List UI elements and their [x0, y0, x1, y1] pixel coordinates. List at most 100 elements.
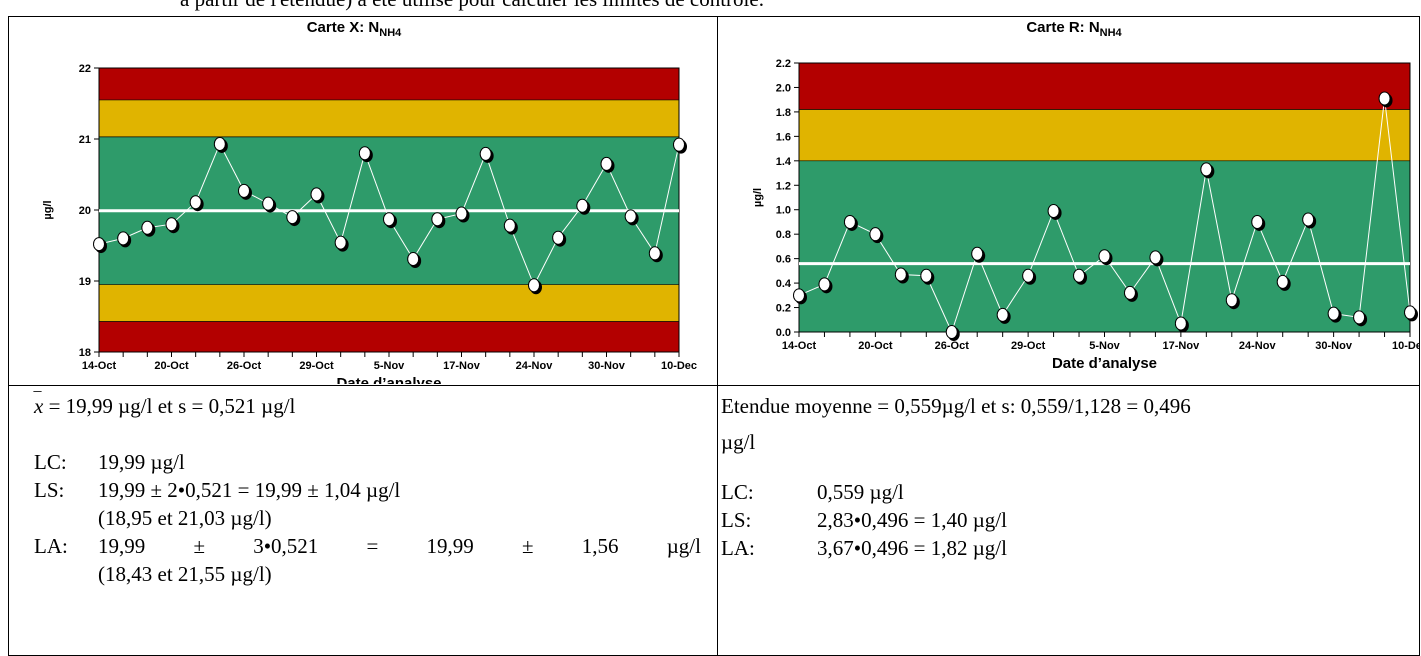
la-value: 19,99 ± 3•0,521 = 19,99 ± 1,56 µg/l — [98, 534, 701, 558]
data-point-marker — [843, 214, 856, 229]
data-point-marker — [1098, 249, 1111, 264]
data-point-marker — [1276, 274, 1289, 289]
data-point-marker — [576, 198, 589, 213]
data-point — [793, 288, 807, 305]
y-tick-label: 1.0 — [776, 205, 791, 217]
data-point — [552, 230, 567, 247]
data-point — [869, 227, 884, 244]
y-tick-label: 0.4 — [776, 278, 792, 290]
data-point-marker — [1022, 268, 1035, 283]
data-point — [455, 206, 470, 223]
data-point-marker — [971, 246, 984, 261]
y-tick-label: 0.0 — [776, 327, 791, 339]
data-point-marker — [286, 210, 299, 225]
x-tick-label: 30-Nov — [588, 360, 626, 372]
data-point-marker — [1047, 203, 1060, 218]
data-point — [843, 214, 858, 231]
results-table: Carte X: NNH4 18 19 20 21 22 14-Oct 20-Oct 26-Oc… — [8, 16, 1420, 656]
mean-symbol: ‾ x — [34, 389, 44, 418]
data-point-marker — [1225, 293, 1238, 308]
data-point-marker — [996, 307, 1009, 322]
data-point-marker — [189, 195, 202, 210]
table-divider-vertical — [717, 17, 718, 655]
data-point — [213, 136, 228, 153]
data-point — [117, 231, 132, 248]
data-point — [165, 217, 180, 234]
la-label: LA: — [34, 534, 68, 558]
data-point — [1327, 306, 1342, 323]
data-point — [1022, 268, 1037, 285]
y-tick-label: 21 — [79, 134, 91, 146]
y-tick-label: 18 — [79, 347, 91, 359]
data-point-marker — [431, 212, 444, 227]
data-point — [920, 268, 935, 285]
data-point-marker — [1200, 162, 1213, 177]
r-la-value: 3,67•0,496 = 1,82 µg/l — [817, 536, 1007, 560]
chart-title-main: Carte X: N — [307, 19, 380, 36]
data-point — [894, 267, 909, 284]
data-point — [334, 235, 349, 252]
data-point-marker — [503, 218, 516, 233]
x-tick-label: 5-Nov — [374, 360, 405, 372]
y-tick-label: 0.6 — [776, 254, 791, 266]
data-point — [1123, 285, 1138, 302]
r-chart-notes: Etendue moyenne = 0,559µg/l et s: 0,559/… — [721, 392, 1191, 562]
mean-statement-text: = 19,99 µg/l et s = 0,521 µg/l — [48, 394, 296, 418]
data-point — [310, 187, 325, 204]
table-divider-horizontal — [9, 385, 1419, 386]
data-point-marker — [869, 227, 882, 242]
ls-value: 19,99 ± 2•0,521 = 19,99 ± 1,04 µg/l — [98, 478, 401, 502]
data-point-marker — [141, 220, 154, 235]
data-point-marker — [455, 206, 468, 221]
y-tick-label: 1.2 — [776, 180, 791, 192]
data-point — [358, 146, 373, 163]
data-point — [945, 325, 960, 341]
data-point-marker — [407, 251, 420, 266]
x-tick-label: 14-Oct — [82, 360, 117, 372]
x-tick-label: 17-Nov — [443, 360, 481, 372]
x-tick-label: 26-Oct — [227, 360, 262, 372]
control-band — [799, 63, 1410, 110]
data-point-marker — [920, 268, 933, 283]
y-tick-label: 0.2 — [776, 303, 791, 315]
data-point — [1302, 212, 1317, 229]
data-point-marker — [93, 237, 105, 252]
data-point-marker — [165, 217, 178, 232]
x-axis-label: Date d’analyse — [336, 375, 441, 384]
y-tick-label: 2.2 — [776, 58, 791, 70]
data-point-marker — [793, 288, 805, 303]
y-tick-label: 20 — [79, 205, 91, 217]
data-point — [189, 195, 204, 212]
x-tick-label: 20-Oct — [858, 340, 893, 352]
data-point-marker — [479, 146, 492, 161]
y-tick-label: 22 — [79, 63, 91, 75]
data-point — [528, 278, 542, 295]
x-tick-label: 24-Nov — [516, 360, 554, 372]
x-control-chart: Carte X: NNH4 18 19 20 21 22 14-Oct 20-Oct 26-Oc… — [42, 19, 697, 384]
data-point-marker — [1327, 306, 1340, 321]
range-statement: Etendue moyenne = 0,559µg/l et s: 0,559/… — [721, 394, 1191, 418]
r-ls-label: LS: — [721, 508, 752, 532]
data-point — [1098, 249, 1113, 266]
data-point-marker — [213, 136, 226, 151]
data-point-marker — [528, 278, 540, 293]
x-tick-label: 5-Nov — [1089, 340, 1120, 352]
data-point — [1073, 268, 1088, 285]
y-tick-label: 0.8 — [776, 229, 791, 241]
data-point — [286, 210, 301, 227]
data-point — [262, 196, 277, 213]
data-point-marker — [1353, 310, 1366, 325]
data-point-marker — [1073, 268, 1086, 283]
x-tick-label: 29-Oct — [299, 360, 334, 372]
chart-title-main: Carte R: N — [1026, 19, 1099, 36]
y-tick-label: 2.0 — [776, 82, 791, 94]
data-point-marker — [238, 183, 250, 198]
r-control-chart: Carte R: NNH4 0.0 0.2 0.4 0.6 0.8 1.0 1.2 1.4 1.6… — [752, 19, 1419, 372]
r-ls-value: 2,83•0,496 = 1,40 µg/l — [817, 508, 1007, 532]
chart-title-subscript: NH4 — [379, 27, 402, 39]
lc-value: 19,99 µg/l — [98, 450, 185, 474]
data-point — [1353, 310, 1368, 327]
range-statement-unit: µg/l — [721, 430, 756, 454]
data-point-marker — [310, 187, 323, 202]
data-point — [971, 246, 986, 263]
